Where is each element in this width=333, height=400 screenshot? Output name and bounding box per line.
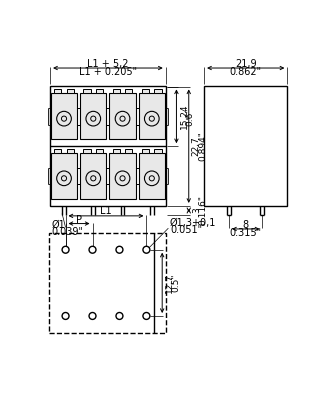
Text: 0.315": 0.315" <box>230 228 262 238</box>
Bar <box>50 86 166 206</box>
Bar <box>54 89 61 93</box>
Bar <box>139 153 165 199</box>
Bar <box>110 93 136 140</box>
Text: L1 + 0.205": L1 + 0.205" <box>79 67 137 77</box>
Bar <box>125 149 133 153</box>
Bar <box>67 89 74 93</box>
Text: 8: 8 <box>243 220 249 230</box>
Text: 0.5": 0.5" <box>171 274 180 292</box>
Bar <box>113 89 120 93</box>
Text: 22,7: 22,7 <box>192 136 201 156</box>
Bar <box>54 149 61 153</box>
Bar <box>142 149 149 153</box>
Bar <box>113 149 120 153</box>
Bar <box>80 93 106 140</box>
Bar <box>155 149 162 153</box>
Bar <box>155 89 162 93</box>
Bar <box>125 89 133 93</box>
Bar <box>139 93 165 140</box>
Bar <box>49 233 166 333</box>
Text: 0.116": 0.116" <box>198 196 207 226</box>
Bar <box>83 89 91 93</box>
Bar <box>67 149 74 153</box>
Bar <box>51 153 77 199</box>
Text: Ø1: Ø1 <box>52 220 66 230</box>
Bar <box>204 86 287 206</box>
Bar <box>96 89 103 93</box>
Text: L1: L1 <box>100 206 112 216</box>
Bar <box>83 149 91 153</box>
Text: 0.039": 0.039" <box>52 227 84 237</box>
Text: 15,24: 15,24 <box>179 104 188 129</box>
Text: 3: 3 <box>192 208 201 213</box>
Text: 0.051": 0.051" <box>170 226 202 236</box>
Text: 21,9: 21,9 <box>235 59 256 69</box>
Bar <box>142 89 149 93</box>
Text: 0.894": 0.894" <box>198 131 207 161</box>
Text: 0.6": 0.6" <box>186 107 195 126</box>
Bar <box>110 153 136 199</box>
Text: Ø1,3+0,1: Ø1,3+0,1 <box>170 218 216 228</box>
Text: P: P <box>76 215 82 225</box>
Bar <box>80 153 106 199</box>
Text: 0.862": 0.862" <box>230 67 262 77</box>
Text: 12,7: 12,7 <box>165 273 174 293</box>
Bar <box>51 93 77 140</box>
Text: L1 + 5,2: L1 + 5,2 <box>87 59 129 69</box>
Bar <box>96 149 103 153</box>
